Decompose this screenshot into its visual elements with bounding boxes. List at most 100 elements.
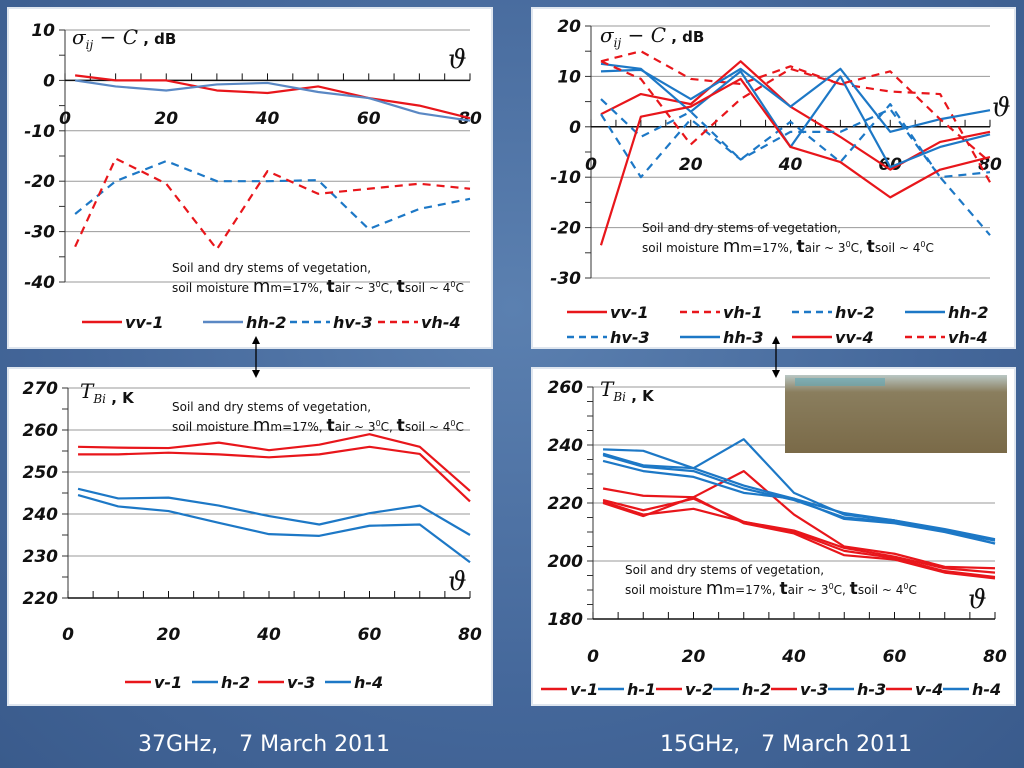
- temp-symbol: t: [779, 579, 787, 599]
- y-tick-label: 230: [23, 547, 59, 567]
- legend-label: hv-2: [835, 303, 875, 322]
- y-tick-label: -20: [24, 172, 55, 192]
- text: soil ~ 4: [858, 583, 904, 597]
- series-line-hv-3: [74, 159, 471, 231]
- legend-item-h-1: h-1: [598, 680, 656, 699]
- unit: , dB: [666, 28, 704, 46]
- y-axis-title: TBi , K: [600, 377, 655, 405]
- symbol: T: [80, 379, 95, 403]
- text: air ~ 3: [335, 281, 376, 295]
- x-tick-label: 20: [679, 155, 703, 175]
- superscript: 0: [846, 240, 851, 249]
- photo-detail: [795, 378, 885, 386]
- text: soil ~ 4: [405, 281, 451, 295]
- theta-axis-label: ϑ: [448, 567, 467, 597]
- symbol-rest: − C: [93, 25, 138, 49]
- legend-label: vv-1: [125, 313, 164, 332]
- annotation-line-1: Soil and dry stems of vegetation,: [625, 563, 824, 577]
- moisture-symbol: m: [253, 276, 271, 297]
- x-tick-label: 40: [781, 647, 806, 667]
- series-line-h-4: [77, 494, 471, 564]
- legend-label: h-3: [857, 680, 886, 699]
- x-tick-label: 80: [458, 625, 482, 645]
- legend-item-h-3: h-3: [828, 680, 886, 699]
- text: soil moisture: [172, 281, 253, 295]
- legend-item-vv-4: vv-4: [792, 328, 874, 347]
- annotation-line-2: soil moisture mm=17%, tair ~ 30C, tsoil …: [642, 236, 934, 257]
- temp-symbol: t: [850, 579, 858, 599]
- subscript: Bi: [92, 392, 106, 406]
- y-axis-title: σij − C , dB: [600, 23, 704, 50]
- y-tick-label: 270: [23, 379, 59, 399]
- arrow-down-head: [772, 370, 780, 378]
- y-tick-label: 0: [43, 71, 55, 91]
- text: m=17%,: [270, 281, 326, 295]
- theta-axis-label: ϑ: [992, 93, 1011, 123]
- y-tick-label: 180: [548, 610, 584, 630]
- y-tick-label: -20: [550, 219, 581, 239]
- subscript: ij: [86, 38, 94, 52]
- x-tick-label: 0: [587, 647, 599, 667]
- superscript: 0: [376, 419, 381, 428]
- footer-left-caption: 37GHz, 7 March 2011: [138, 732, 391, 757]
- arrow-up-head: [252, 336, 260, 344]
- superscript: 0: [450, 419, 455, 428]
- text: air ~ 3: [335, 420, 376, 434]
- double-arrow-connector: [772, 336, 780, 378]
- legend-label: v-1: [570, 680, 598, 699]
- series-line-h-3: [602, 454, 996, 545]
- legend-item-hh-3: hh-3: [680, 328, 764, 347]
- footer-right-caption: 15GHz, 7 March 2011: [660, 732, 913, 757]
- series-line-h-2: [77, 487, 471, 536]
- series-line-vh-1: [600, 50, 991, 183]
- annotation-line-1: Soil and dry stems of vegetation,: [172, 400, 371, 414]
- series-line-hh-2: [74, 79, 471, 122]
- x-tick-label: 40: [256, 625, 281, 645]
- legend-item-v-3: v-3: [258, 673, 315, 692]
- double-arrow-connector: [252, 336, 260, 378]
- x-tick-label: 20: [154, 109, 178, 129]
- annotation-line-1: Soil and dry stems of vegetation,: [642, 221, 841, 235]
- text: soil ~ 4: [875, 241, 921, 255]
- text: C,: [834, 583, 850, 597]
- unit: , K: [106, 389, 135, 407]
- y-axis-title: σij − C , dB: [72, 25, 176, 52]
- series-line-vh-4: [600, 60, 991, 163]
- text: m=17%,: [270, 420, 326, 434]
- y-tick-label: 10: [557, 67, 581, 87]
- y-tick-label: 260: [548, 378, 584, 398]
- symbol-rest: − C: [621, 23, 666, 47]
- theta-axis-label: ϑ: [448, 45, 467, 75]
- y-axis-title: TBi , K: [80, 379, 135, 407]
- text: air ~ 3: [805, 241, 846, 255]
- legend-label: v-2: [685, 680, 713, 699]
- series-line-v-3: [78, 445, 471, 503]
- series-line-hv-3: [600, 108, 991, 236]
- legend-label: vv-1: [610, 303, 649, 322]
- legend-label: h-4: [972, 680, 1001, 699]
- legend-item-v-2: v-2: [656, 680, 713, 699]
- legend-item-h-2: h-2: [192, 673, 250, 692]
- y-tick-label: 200: [548, 552, 584, 572]
- y-tick-label: -10: [24, 122, 55, 142]
- subscript: ij: [614, 36, 622, 50]
- x-tick-label: 60: [357, 109, 381, 129]
- chart-panel: [7, 7, 493, 349]
- y-tick-label: -30: [550, 269, 581, 289]
- legend-item-h-4: h-4: [325, 673, 383, 692]
- text: C: [926, 241, 934, 255]
- moisture-symbol: m: [253, 415, 271, 436]
- vegetation-photo: [785, 375, 1007, 453]
- symbol: σ: [72, 25, 87, 49]
- text: soil moisture: [172, 420, 253, 434]
- series-line-h-4: [602, 459, 996, 545]
- x-tick-label: 80: [983, 647, 1007, 667]
- temp-symbol: t: [326, 416, 334, 436]
- x-tick-label: 0: [62, 625, 74, 645]
- legend-item-vh-4: vh-4: [905, 328, 988, 347]
- legend-item-vh-1: vh-1: [680, 303, 763, 322]
- y-tick-label: 250: [23, 463, 59, 483]
- y-tick-label: -10: [550, 168, 581, 188]
- legend-label: h-1: [627, 680, 656, 699]
